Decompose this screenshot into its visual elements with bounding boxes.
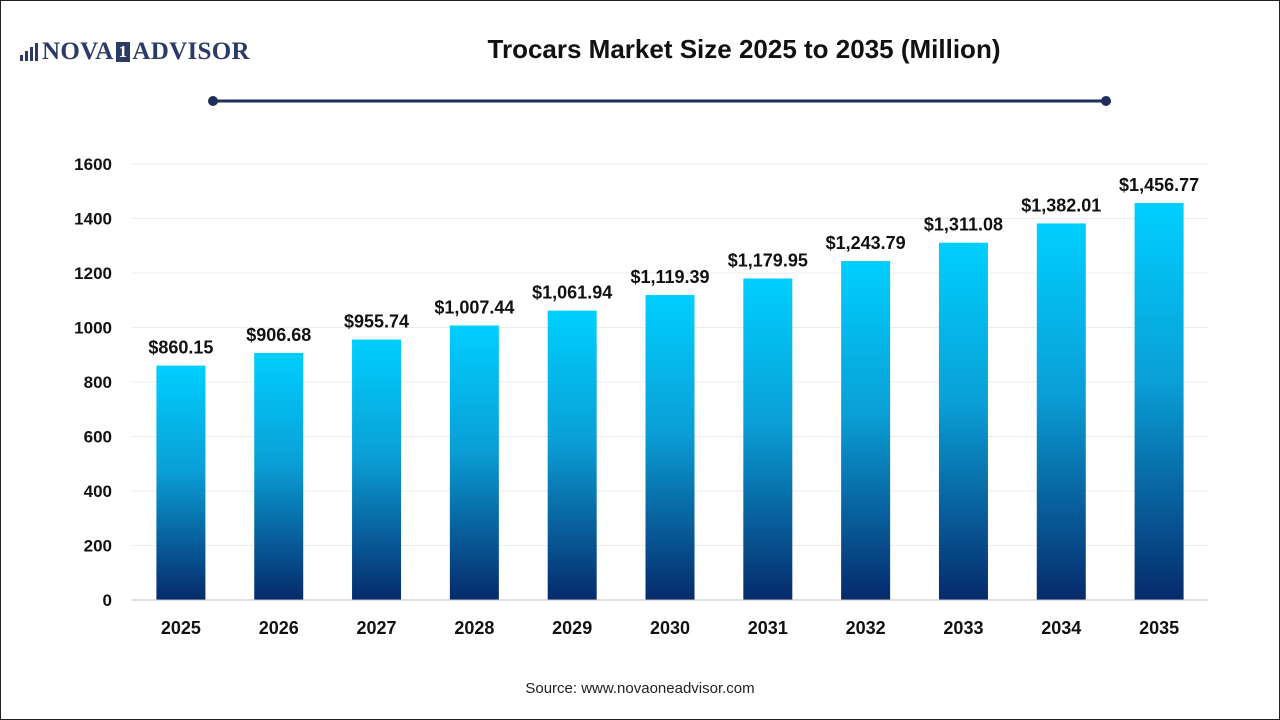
bar-2034 bbox=[1036, 223, 1086, 600]
y-tick-label: 1400 bbox=[74, 210, 112, 229]
logo-text-left: NOVA bbox=[42, 38, 114, 65]
x-tick-label: 2030 bbox=[650, 618, 690, 638]
data-label-2031: $1,179.95 bbox=[728, 250, 808, 270]
bar-2028 bbox=[449, 325, 499, 600]
y-axis-ticks: 0 200 400 600 800 1000 1200 1400 1600 bbox=[74, 155, 112, 610]
x-tick-label: 2035 bbox=[1139, 618, 1179, 638]
data-label-2030: $1,119.39 bbox=[630, 267, 709, 287]
data-label-2032: $1,243.79 bbox=[826, 233, 906, 253]
title-underline bbox=[208, 96, 1111, 106]
bar-2030 bbox=[645, 294, 695, 600]
bar-2033 bbox=[938, 242, 988, 600]
data-labels: $860.15 $906.68 $955.74 $1,007.44 $1,061.94 $… bbox=[148, 175, 1199, 358]
y-tick-label: 400 bbox=[84, 482, 112, 501]
bars bbox=[156, 203, 1184, 600]
data-label-2029: $1,061.94 bbox=[532, 283, 612, 303]
y-tick-label: 1000 bbox=[74, 319, 112, 338]
nova-advisor-logo: NOVA 1 ADVISOR bbox=[20, 38, 250, 66]
logo-text-mid: 1 bbox=[115, 42, 131, 62]
y-tick-label: 1600 bbox=[74, 155, 112, 174]
x-tick-label: 2025 bbox=[161, 618, 201, 638]
y-tick-label: 800 bbox=[84, 373, 112, 392]
x-tick-label: 2034 bbox=[1041, 618, 1081, 638]
bar-2026 bbox=[254, 352, 304, 600]
x-axis-ticks: 2025 2026 2027 2028 2029 2030 2031 2032 2033 2034… bbox=[161, 618, 1179, 638]
bar-2032 bbox=[841, 261, 891, 600]
x-tick-label: 2028 bbox=[454, 618, 494, 638]
x-tick-label: 2029 bbox=[552, 618, 592, 638]
bar-2025 bbox=[156, 365, 206, 600]
data-label-2028: $1,007.44 bbox=[434, 297, 514, 317]
y-tick-label: 0 bbox=[103, 591, 112, 610]
chart-title: Trocars Market Size 2025 to 2035 (Millio… bbox=[487, 34, 1001, 64]
logo-bars-icon bbox=[20, 43, 38, 61]
data-label-2035: $1,456.77 bbox=[1119, 175, 1199, 195]
source-note: Source: www.novaoneadvisor.com bbox=[525, 680, 755, 697]
logo-text-right: ADVISOR bbox=[132, 38, 250, 65]
bar-2027 bbox=[352, 339, 402, 600]
x-tick-label: 2032 bbox=[846, 618, 886, 638]
data-label-2033: $1,311.08 bbox=[924, 215, 1003, 235]
data-label-2034: $1,382.01 bbox=[1021, 195, 1101, 215]
bar-2029 bbox=[547, 310, 597, 600]
y-tick-label: 200 bbox=[84, 537, 112, 556]
bar-2035 bbox=[1134, 203, 1184, 600]
data-label-2026: $906.68 bbox=[246, 325, 311, 345]
x-tick-label: 2027 bbox=[357, 618, 397, 638]
data-label-2027: $955.74 bbox=[344, 312, 409, 332]
y-tick-label: 1200 bbox=[74, 264, 112, 283]
x-tick-label: 2033 bbox=[943, 618, 983, 638]
y-tick-label: 600 bbox=[84, 428, 112, 447]
x-tick-label: 2026 bbox=[259, 618, 299, 638]
x-tick-label: 2031 bbox=[748, 618, 788, 638]
data-label-2025: $860.15 bbox=[148, 338, 213, 358]
bar-2031 bbox=[743, 278, 793, 600]
